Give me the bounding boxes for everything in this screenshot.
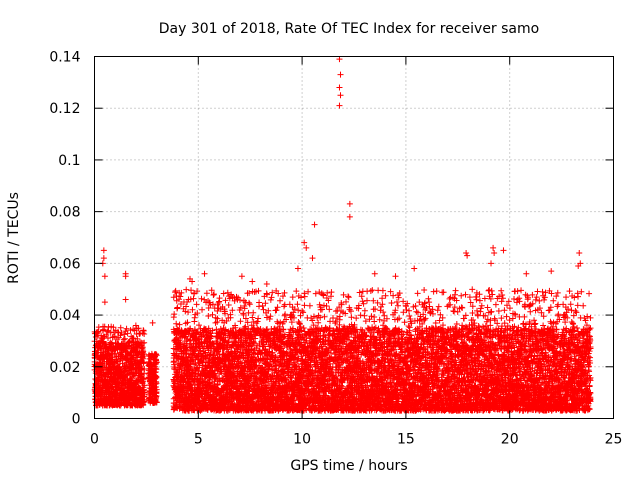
data-point xyxy=(205,313,212,320)
data-point xyxy=(174,304,181,311)
data-point xyxy=(140,348,147,355)
data-point xyxy=(216,295,223,302)
data-point xyxy=(286,301,293,308)
data-point xyxy=(170,294,177,301)
data-point xyxy=(117,324,124,331)
data-point xyxy=(152,350,159,357)
data-point xyxy=(109,354,116,361)
data-point xyxy=(220,290,227,297)
data-point xyxy=(153,386,160,393)
data-point xyxy=(172,289,179,296)
data-point xyxy=(172,287,179,294)
data-point xyxy=(121,335,128,342)
data-point xyxy=(301,293,308,300)
data-point xyxy=(107,329,114,336)
data-point xyxy=(114,361,121,368)
data-point xyxy=(153,366,160,373)
data-point xyxy=(263,314,270,321)
data-point xyxy=(103,331,110,338)
data-point xyxy=(282,311,289,318)
data-point xyxy=(141,382,148,389)
data-point xyxy=(138,365,145,372)
data-point xyxy=(193,301,200,308)
data-point xyxy=(203,290,210,297)
data-point xyxy=(153,352,160,359)
data-point xyxy=(132,322,139,329)
data-point xyxy=(266,315,273,322)
data-point xyxy=(225,301,232,308)
data-point xyxy=(301,302,308,309)
data-point xyxy=(140,359,147,366)
data-point xyxy=(140,350,147,357)
data-point xyxy=(141,394,148,401)
data-point xyxy=(141,339,148,346)
data-point xyxy=(195,322,202,329)
data-point xyxy=(281,289,288,296)
data-point xyxy=(141,365,148,372)
data-point xyxy=(183,286,190,293)
data-point xyxy=(110,324,117,331)
grid xyxy=(94,56,614,419)
data-point xyxy=(306,302,313,309)
data-point xyxy=(312,290,319,297)
data-point xyxy=(135,325,142,332)
data-point xyxy=(123,325,130,332)
data-point xyxy=(173,320,180,327)
data-point xyxy=(153,374,160,381)
data-point xyxy=(153,380,160,387)
data-point xyxy=(134,335,141,342)
data-point xyxy=(294,301,301,308)
data-point xyxy=(249,314,256,321)
data-point xyxy=(198,295,205,302)
data-point xyxy=(136,339,143,346)
data-point xyxy=(104,328,111,335)
data-point xyxy=(140,376,147,383)
data-point xyxy=(237,318,244,325)
data-points xyxy=(91,56,594,414)
data-point xyxy=(190,295,197,302)
data-point xyxy=(289,294,296,301)
data-point xyxy=(209,311,216,318)
chart-title: Day 301 of 2018, Rate Of TEC Index for r… xyxy=(159,21,539,37)
data-point xyxy=(273,307,280,314)
data-point xyxy=(328,289,335,296)
data-point xyxy=(102,365,109,372)
data-point xyxy=(256,299,263,306)
data-point xyxy=(153,399,160,406)
data-point xyxy=(172,380,179,387)
data-point xyxy=(188,287,195,294)
data-point xyxy=(95,324,102,331)
data-point xyxy=(274,318,281,325)
data-point xyxy=(327,318,334,325)
data-point xyxy=(153,393,160,400)
data-point xyxy=(105,335,112,342)
data-point xyxy=(100,326,107,333)
data-point xyxy=(171,311,178,318)
data-point xyxy=(152,365,159,372)
data-point xyxy=(121,331,128,338)
data-point xyxy=(153,359,160,366)
data-point xyxy=(277,297,284,304)
data-point xyxy=(267,313,274,320)
data-point xyxy=(124,330,131,337)
data-point xyxy=(141,330,148,337)
data-point xyxy=(177,293,184,300)
data-point xyxy=(199,306,206,313)
data-point xyxy=(114,329,121,336)
data-point xyxy=(326,306,333,313)
